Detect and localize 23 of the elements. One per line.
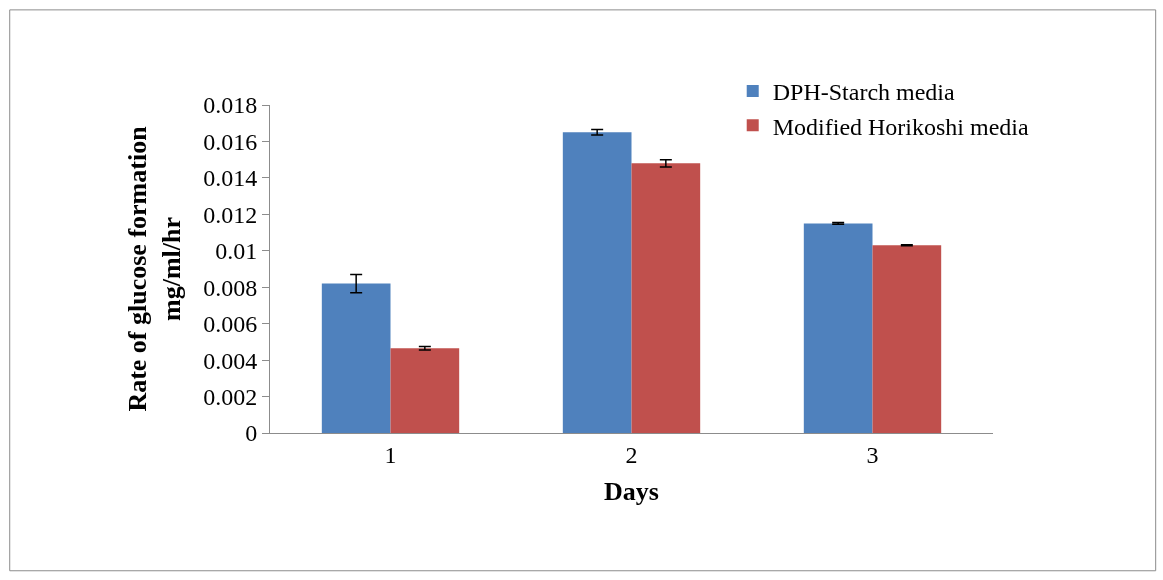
bar [872, 245, 942, 433]
y-tick-label: 0.014 [203, 165, 258, 192]
bar [803, 223, 873, 433]
legend-label: DPH-Starch media [772, 79, 956, 106]
legend-label: Modified Horikoshi media [772, 113, 1030, 140]
y-tick-label: 0.004 [203, 347, 258, 374]
y-tick-label: 0.008 [203, 274, 258, 301]
y-tick-label: 0.018 [203, 92, 258, 119]
y-tick-label: 0.012 [203, 201, 258, 228]
y-tick-label: 0.002 [203, 383, 258, 410]
x-tick-label: 1 [384, 441, 397, 468]
y-tick-label: 0 [245, 420, 258, 447]
bar [390, 348, 460, 433]
y-axis-title: Rate of glucose formation mg/ml/hr [122, 125, 186, 412]
y-tick-label: 0.01 [215, 238, 258, 265]
x-tick-label: 2 [625, 441, 638, 468]
bar [562, 132, 632, 433]
bar [321, 283, 391, 433]
x-tick-label: 3 [866, 441, 879, 468]
x-axis-title: Days [604, 477, 659, 507]
bar [631, 163, 701, 433]
y-tick-label: 0.006 [203, 311, 258, 338]
y-tick-label: 0.016 [203, 128, 258, 155]
